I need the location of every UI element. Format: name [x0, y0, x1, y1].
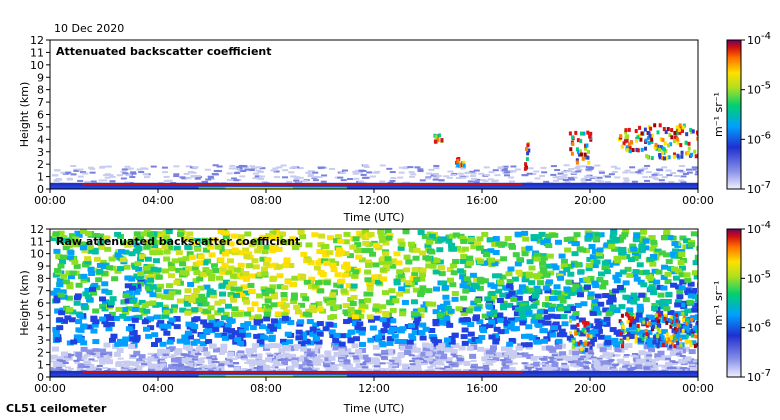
- x-tick-label: 00:00: [34, 194, 66, 207]
- colorbar-tick-label: 10-5: [747, 269, 771, 285]
- x-axis-2: 00:00 04:00 08:00 12:00 16:00 20:00 00:00: [34, 377, 714, 395]
- y-tick-label: 10: [30, 59, 44, 72]
- y-tick-label: 8: [37, 272, 44, 285]
- panel-title-1: Attenuated backscatter coefficient: [56, 45, 272, 58]
- cloud-patch: [568, 130, 593, 165]
- colorbar-gradient-1: [726, 39, 742, 190]
- colorbar-unit-label-1: m⁻¹ sr⁻¹: [712, 92, 725, 137]
- y-tick-label: 8: [37, 84, 44, 97]
- y-axis-label-2: Height (km): [18, 270, 31, 336]
- y-tick-label: 11: [30, 46, 44, 59]
- y-tick-label: 5: [37, 309, 44, 322]
- colorbar-tick-label: 10-7: [747, 368, 771, 384]
- x-tick-label: 08:00: [250, 194, 282, 207]
- y-tick-label: 4: [37, 133, 44, 146]
- x-tick-label: 16:00: [466, 382, 498, 395]
- y-tick-label: 2: [37, 346, 44, 359]
- y-tick-label: 5: [37, 121, 44, 134]
- colorbar-tick-label: 10-6: [747, 319, 771, 335]
- y-tick-label: 3: [37, 146, 44, 159]
- instrument-label: CL51 ceilometer: [6, 402, 107, 415]
- x-tick-label: 16:00: [466, 194, 498, 207]
- y-tick-label: 9: [37, 71, 44, 84]
- y-tick-label: 11: [30, 235, 44, 248]
- colorbar-tick-label: 10-5: [747, 81, 771, 97]
- y-tick-label: 0: [37, 183, 44, 196]
- y-tick-label: 4: [37, 322, 44, 335]
- heatmap-2: [50, 229, 698, 377]
- cloud-patch: [523, 142, 531, 171]
- y-tick-label: 7: [37, 96, 44, 109]
- y-tick-label: 12: [30, 34, 44, 47]
- x-tick-label: 20:00: [574, 194, 606, 207]
- y-tick-label: 2: [37, 158, 44, 171]
- y-tick-label: 6: [37, 297, 44, 310]
- x-tick-label: 12:00: [358, 194, 390, 207]
- colorbar-tick-label: 10-6: [747, 130, 771, 146]
- x-tick-label: 00:00: [34, 382, 66, 395]
- low-backscatter: [50, 352, 698, 376]
- surface-layer: [50, 370, 698, 377]
- colorbar-tick-label: 10-7: [747, 180, 771, 196]
- y-tick-label: 1: [37, 171, 44, 184]
- x-tick-label: 00:00: [682, 194, 714, 207]
- cloud-patch: [617, 123, 698, 161]
- y-tick-label: 6: [37, 109, 44, 122]
- colorbar-2: 10-4 10-5 10-6 10-7 m⁻¹ sr⁻¹: [712, 220, 771, 384]
- panel-title-2: Raw attenuated backscatter coefficient: [56, 235, 300, 248]
- x-axis-1: 00:00 04:00 08:00 12:00 16:00 20:00 00:00: [34, 189, 714, 207]
- plot-area-1: [50, 40, 698, 189]
- cloud-patch: [618, 311, 698, 349]
- y-axis-label-1: Height (km): [18, 82, 31, 148]
- cloud-patch: [455, 156, 466, 168]
- y-tick-label: 12: [30, 223, 44, 236]
- y-tick-label: 10: [30, 248, 44, 261]
- x-axis-label-2: Time (UTC): [343, 402, 405, 415]
- x-tick-label: 12:00: [358, 382, 390, 395]
- x-tick-label: 00:00: [682, 382, 714, 395]
- y-tick-label: 1: [37, 359, 44, 372]
- x-tick-label: 08:00: [250, 382, 282, 395]
- y-tick-label: 9: [37, 260, 44, 273]
- x-tick-label: 04:00: [142, 194, 174, 207]
- noise-field: [50, 229, 698, 376]
- y-tick-label: 0: [37, 371, 44, 384]
- colorbar-tick-label: 10-4: [747, 220, 771, 236]
- colorbar-unit-label-2: m⁻¹ sr⁻¹: [712, 281, 725, 326]
- cloud-patch: [433, 133, 444, 144]
- cloud-patch: [569, 318, 593, 354]
- surface-layer: [50, 182, 698, 189]
- y-tick-label: 3: [37, 334, 44, 347]
- x-tick-label: 04:00: [142, 382, 174, 395]
- heatmap-1: [50, 123, 698, 189]
- y-tick-label: 7: [37, 285, 44, 298]
- colorbar-1: 10-4 10-5 10-6 10-7 m⁻¹ sr⁻¹: [712, 31, 771, 196]
- x-tick-label: 20:00: [574, 382, 606, 395]
- x-axis-label-1: Time (UTC): [343, 211, 405, 224]
- date-label: 10 Dec 2020: [54, 22, 124, 35]
- colorbar-tick-label: 10-4: [747, 31, 771, 47]
- colorbar-gradient-2: [726, 228, 742, 378]
